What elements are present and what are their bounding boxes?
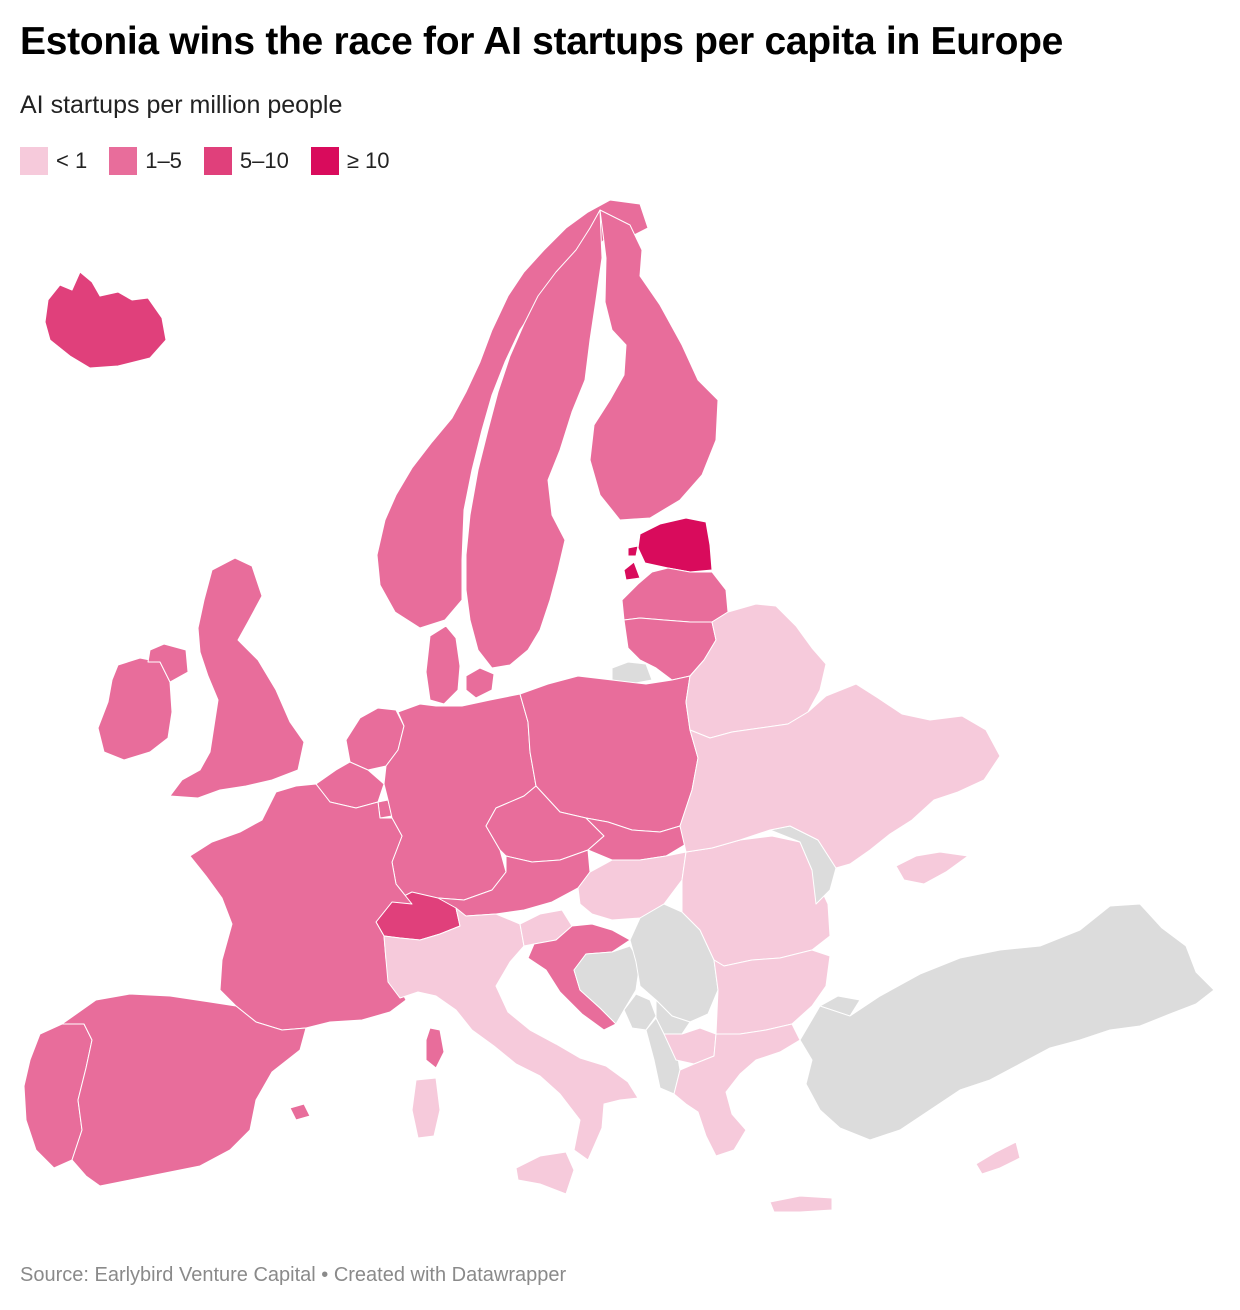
legend-item-lt1: < 1: [20, 147, 87, 175]
legend-label-ge10: ≥ 10: [346, 148, 390, 173]
region-sweden[interactable]: [465, 209, 603, 669]
legend-swatch-ge10: [310, 147, 339, 175]
region-uk[interactable]: [147, 557, 305, 799]
source-note: Source: Earlybird Venture Capital • Crea…: [20, 1264, 567, 1286]
region-slovakia[interactable]: [585, 817, 687, 861]
legend-swatch-5to10: [203, 147, 232, 175]
chart-title: Estonia wins the race for AI startups pe…: [20, 20, 1064, 63]
chart-subtitle: AI startups per million people: [20, 91, 343, 119]
legend-label-5to10: 5–10: [239, 148, 289, 173]
region-denmark[interactable]: [425, 625, 495, 705]
legend-item-ge10: ≥ 10: [310, 147, 390, 175]
legend-label-1to5: 1–5: [145, 148, 182, 173]
legend-swatch-lt1: [20, 147, 48, 175]
region-greece[interactable]: [673, 1023, 833, 1213]
region-ireland[interactable]: [97, 657, 173, 761]
region-cyprus[interactable]: [975, 1141, 1021, 1175]
region-corsica[interactable]: [425, 1027, 445, 1069]
region-turkey[interactable]: [799, 903, 1215, 1141]
region-france[interactable]: [189, 783, 413, 1031]
europe-map: [23, 199, 1215, 1213]
region-serbia[interactable]: [629, 903, 719, 1023]
legend-label-lt1: < 1: [56, 148, 88, 173]
region-spain[interactable]: [61, 993, 311, 1187]
region-iceland[interactable]: [44, 271, 167, 369]
legend-swatch-1to5: [109, 147, 138, 175]
legend-item-5to10: 5–10: [203, 147, 289, 175]
legend-item-1to5: 1–5: [109, 147, 182, 175]
region-italy[interactable]: [383, 907, 639, 1195]
region-ukraine[interactable]: [679, 683, 1001, 885]
region-estonia[interactable]: [623, 517, 713, 581]
legend: < 1 1–5 5–10 ≥ 10: [20, 147, 412, 175]
region-finland[interactable]: [589, 209, 719, 521]
